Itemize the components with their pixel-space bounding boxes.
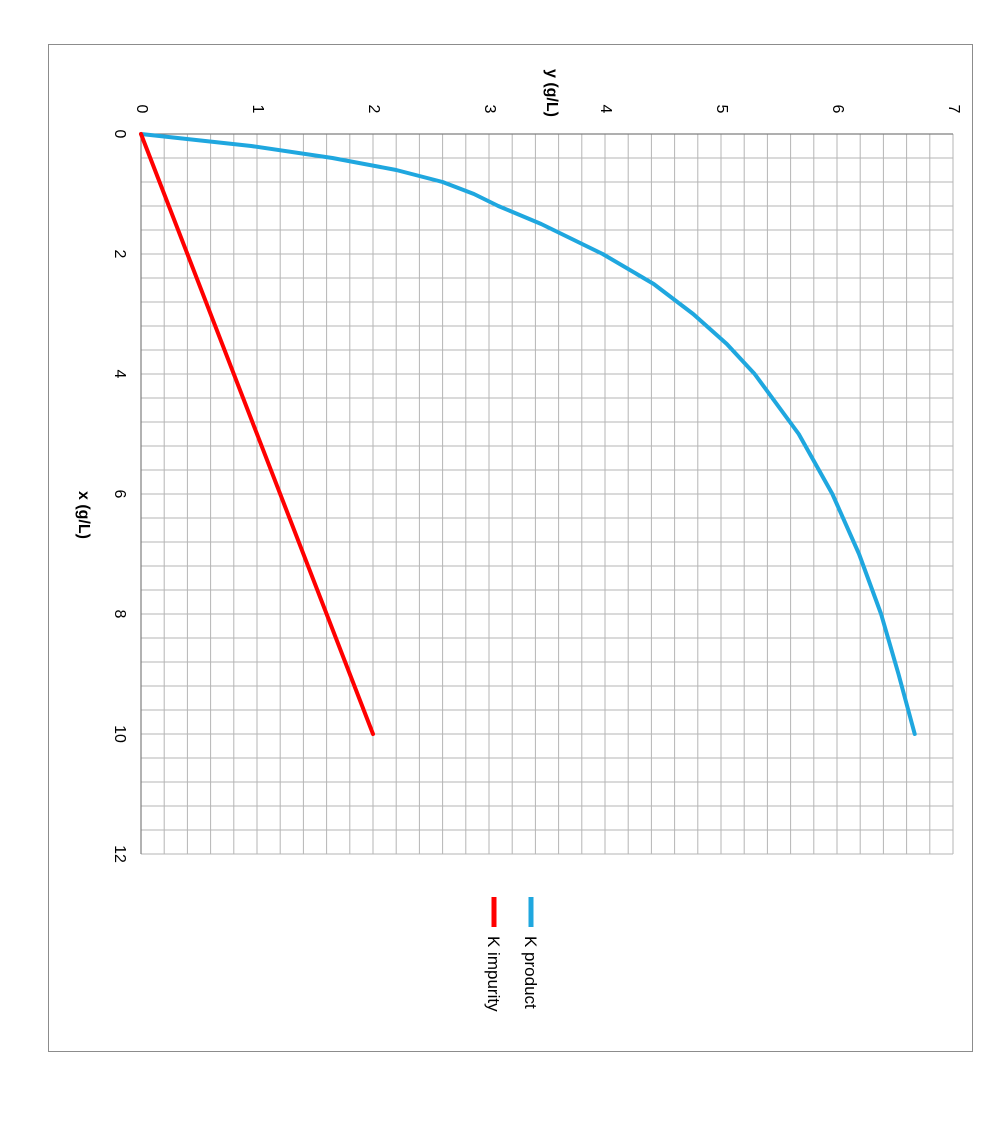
x-tick-labels: 0 2 4 6 8 10 12	[111, 130, 128, 863]
grid-lines	[140, 133, 954, 855]
x-tick-label: 8	[111, 610, 128, 619]
x-tick-label: 10	[111, 725, 128, 743]
x-axis-title: x (g/L)	[75, 491, 92, 539]
y-tick-labels: 0 1 2 3 4 5 6 7	[133, 105, 962, 114]
legend-label-k-impurity: K impurity	[484, 936, 503, 1012]
series-line-k-impurity	[139, 132, 375, 736]
x-tick-label: 4	[111, 370, 128, 379]
x-tick-label: 12	[111, 845, 128, 863]
y-tick-label: 4	[597, 105, 614, 114]
y-tick-label: 7	[945, 105, 962, 114]
x-tick-label: 0	[111, 130, 128, 139]
series-line-k-product	[139, 132, 917, 736]
y-tick-label: 2	[365, 105, 382, 114]
y-tick-label: 5	[713, 105, 730, 114]
x-tick-label: 6	[111, 490, 128, 499]
y-axis-title: y (g/L)	[543, 69, 560, 117]
legend: K product K impurity	[484, 897, 540, 1012]
x-tick-label: 2	[111, 250, 128, 259]
y-tick-label: 3	[481, 105, 498, 114]
y-tick-label: 1	[249, 105, 266, 114]
y-tick-label: 0	[133, 105, 150, 114]
y-tick-label: 6	[829, 105, 846, 114]
series-lines	[139, 132, 917, 736]
legend-label-k-product: K product	[521, 936, 540, 1009]
